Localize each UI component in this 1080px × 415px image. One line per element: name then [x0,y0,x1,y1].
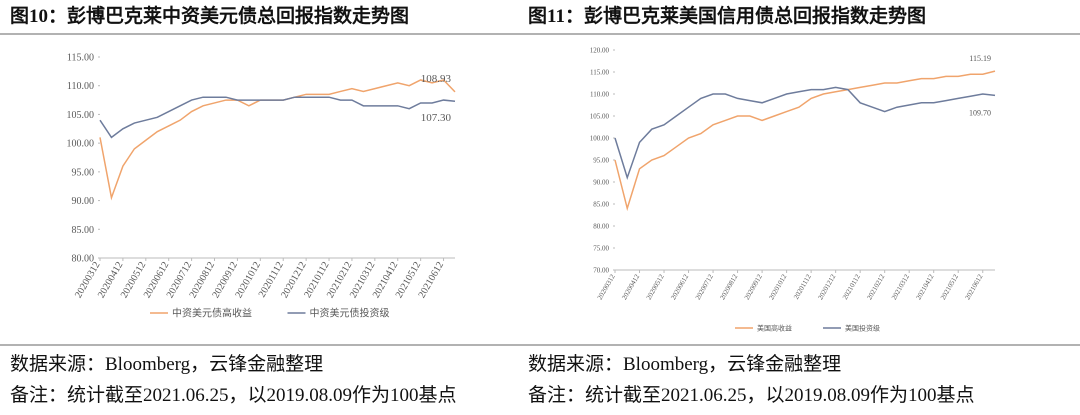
legend-label: 中资美元债投资级 [310,307,390,320]
x-tick-label: 20210212 [865,273,886,302]
x-tick-label: 20210112 [841,273,862,301]
y-tick-label: 70.00 [593,266,609,274]
legend-label: 中资美元债高收益 [172,307,252,320]
y-tick-label: 85.00 [72,225,95,236]
x-tick-label: 20200612 [669,273,690,302]
line [614,86,996,181]
x-tick-label: 20200912 [743,273,764,302]
y-tick-label: 110.00 [67,81,94,92]
x-tick-label: 20200412 [620,273,641,302]
line [99,96,456,139]
chart-title: 图11：彭博巴克莱美国信用债总回报指数走势图 [528,4,926,27]
note: 备注：统计截至2021.06.25，以2019.08.09作为100基点 [10,384,457,406]
y-tick-label: 115.00 [67,53,94,64]
line [614,70,996,212]
y-tick-label: 120.00 [590,46,610,54]
x-tick-label: 20210612 [964,273,985,302]
y-tick-label: 100.00 [590,134,610,142]
y-tick-label: 100.00 [67,139,95,150]
y-tick-label: 80.00 [72,254,95,265]
x-tick-label: 20201112 [792,273,813,301]
x-tick-label: 20210412 [915,273,936,302]
y-tick-label: 105.00 [67,110,95,121]
source: 数据来源：Bloomberg，云锋金融整理 [10,353,323,375]
legend-label: 美国投资级 [845,323,880,332]
note: 备注：统计截至2021.06.25，以2019.08.09作为100基点 [528,384,975,406]
y-tick-label: 115.00 [590,68,609,76]
x-tick-label: 20200712 [694,273,715,302]
x-tick-label: 20200312 [596,273,617,302]
annotation: 107.30 [421,112,452,124]
x-tick-label: 20201012 [767,273,788,302]
x-tick-label: 20210312 [890,273,911,302]
y-tick-label: 90.00 [72,196,95,207]
annotation: 115.19 [969,54,991,63]
y-tick-label: 110.00 [590,90,609,98]
annotation: 109.70 [969,108,991,117]
y-tick-label: 105.00 [590,112,610,120]
y-tick-label: 95.00 [593,156,609,164]
y-tick-label: 95.00 [72,167,95,178]
annotation: 108.93 [421,73,452,85]
x-tick-label: 20200812 [718,273,739,302]
source: 数据来源：Bloomberg，云锋金融整理 [528,353,841,375]
y-tick-label: 85.00 [593,200,609,208]
legend-label: 美国高收益 [757,323,792,332]
chart-title: 图10：彭博巴克莱中资美元债总回报指数走势图 [10,4,409,27]
x-tick-label: 20201212 [816,273,837,302]
y-tick-label: 90.00 [593,178,609,186]
y-tick-label: 75.00 [593,244,609,252]
x-tick-label: 20200512 [645,273,666,302]
line [99,79,456,201]
x-tick-label: 20210512 [939,273,960,302]
y-tick-label: 80.00 [593,222,609,230]
